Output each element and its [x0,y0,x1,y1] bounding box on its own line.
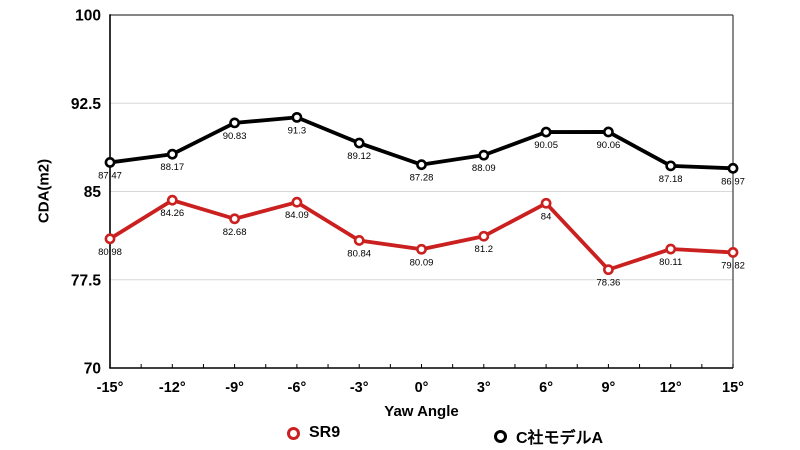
data-point-label: 81.2 [475,244,494,255]
data-point-label: 80.11 [659,257,682,268]
x-tick-label: -3° [350,380,369,396]
data-point [229,117,240,129]
data-point [416,243,427,255]
data-point-label: 87.28 [410,173,434,184]
data-point [540,197,552,209]
x-tick-label: 12° [660,380,682,396]
data-point-label: 89.12 [347,151,371,162]
data-point [416,159,427,171]
data-point-label: 82.68 [223,227,247,238]
legend-label-sr9: SR9 [309,424,341,441]
data-point [603,264,614,276]
legend-item-model-a: C社モデルA [494,424,603,448]
data-point [291,111,303,123]
data-point-label: 84 [541,211,552,222]
data-point [104,233,116,245]
data-point [665,160,677,172]
data-point-label: 87.47 [98,170,122,181]
y-tick-label: 70 [84,361,101,378]
data-point [727,247,739,258]
y-axis-title: CDA(m2) [35,158,53,224]
data-point-label: 79.82 [721,260,745,271]
legend-label-model-a: C社モデルA [516,430,604,447]
data-point [665,243,677,255]
data-point-label: 80.09 [410,257,434,268]
data-point-label: 88.09 [472,163,496,174]
data-point [478,230,490,242]
sr9-ring-marker-icon [287,426,300,440]
legend-item-sr9: SR9 [287,424,340,442]
x-tick-label: 15° [722,380,744,396]
data-point-label: 91.3 [288,125,307,136]
data-point-label: 90.05 [534,140,558,151]
data-point [478,149,490,161]
x-tick-label: 3° [477,380,491,396]
data-point-label: 90.06 [597,140,621,151]
data-point [166,148,178,160]
x-tick-label: 0° [415,380,429,396]
x-tick-label: -6° [288,380,307,396]
data-point-label: 87.18 [659,174,683,185]
y-tick-label: 92.5 [71,96,102,113]
data-point [540,126,552,138]
data-point [104,157,116,168]
model-a-ring-marker-icon [494,429,507,443]
x-tick-label: 9° [601,380,615,396]
data-point [353,137,365,149]
data-point-label: 80.98 [98,247,122,258]
y-tick-label: 77.5 [71,272,102,289]
data-point [229,213,240,225]
data-point [166,194,178,206]
data-point-label: 84.26 [160,208,184,219]
data-point-label: 90.83 [223,131,247,142]
data-point [727,162,739,174]
data-point [291,196,303,208]
x-tick-label: -15° [97,380,124,396]
x-axis-title: Yaw Angle [384,403,459,420]
y-tick-label: 100 [75,8,101,25]
data-point-label: 88.17 [160,162,184,173]
data-point [353,235,365,246]
data-point [603,126,614,138]
data-point-label: 80.84 [347,248,371,259]
data-point-label: 78.36 [597,278,621,289]
data-point-label: 84.09 [285,210,309,221]
x-tick-label: 6° [539,380,553,396]
x-tick-label: -12° [159,380,186,396]
y-tick-label: 85 [84,184,102,201]
x-tick-label: -9° [225,380,244,396]
data-point-label: 86.97 [721,176,745,187]
